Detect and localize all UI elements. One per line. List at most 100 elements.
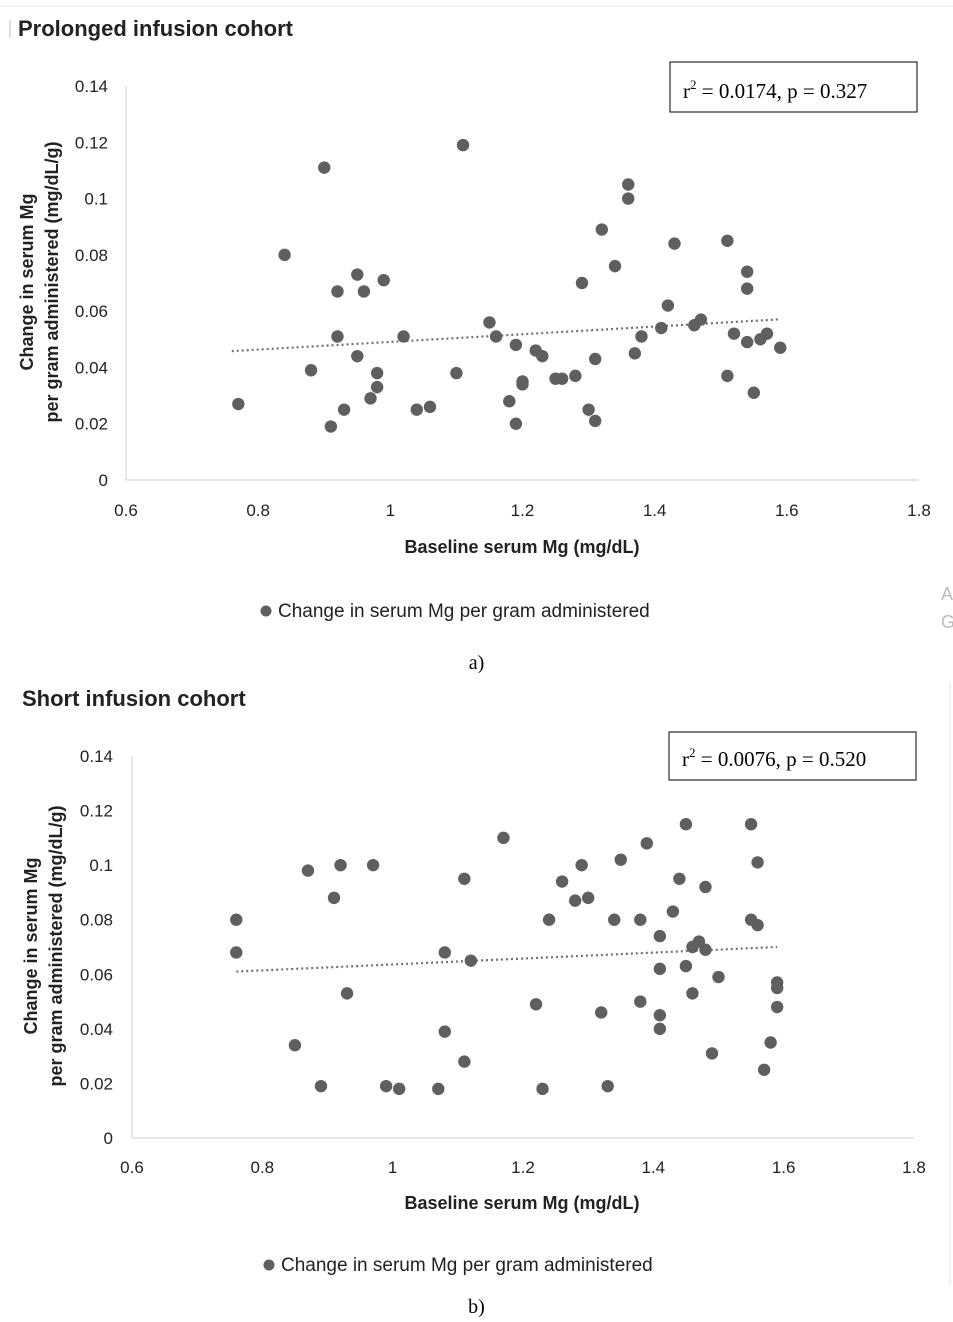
data-point [673, 872, 686, 885]
data-point [661, 299, 675, 312]
data-point [705, 1047, 719, 1060]
y-tick-label: 0.1 [84, 190, 108, 209]
p-value: 0.520 [819, 747, 866, 771]
x-tick-label: 1.4 [643, 501, 667, 520]
data-point [458, 872, 471, 885]
data-point [324, 420, 338, 433]
data-point [334, 858, 347, 872]
data-point [595, 223, 608, 236]
data-point [432, 1082, 445, 1096]
data-point [588, 352, 602, 366]
data-point [555, 875, 569, 888]
data-point [751, 918, 764, 932]
data-point [438, 1025, 451, 1038]
y-tick-labels: 0 0.02 0.04 0.06 0.08 0.1 0.12 0.14 [80, 747, 113, 1148]
data-point [318, 161, 331, 174]
x-tick-label: 1.8 [902, 1158, 926, 1177]
y-tick-label: 0.02 [75, 415, 108, 434]
data-point [575, 276, 589, 290]
data-point [608, 913, 621, 926]
data-point [489, 330, 503, 343]
y-tick-labels: 0 0.02 0.04 0.06 0.08 0.1 0.12 0.14 [75, 77, 108, 490]
data-point [770, 1000, 784, 1014]
data-point [740, 282, 754, 295]
data-point [740, 265, 754, 278]
y-axis-label-line1: Change in serum Mg [17, 193, 37, 370]
data-point [351, 349, 364, 363]
data-point [628, 347, 642, 360]
data-point [770, 981, 784, 995]
x-tick-label: 0.8 [246, 501, 270, 520]
x-tick-label: 1.4 [642, 1158, 666, 1177]
figure-b: Short infusion cohort r2 = 0.0076, p = 0… [0, 680, 953, 1290]
data-point [760, 327, 774, 340]
data-point [450, 366, 463, 380]
y-tick-label: 0.06 [80, 965, 113, 984]
data-point [464, 954, 478, 967]
data-point [588, 414, 602, 428]
chart-b: Short infusion cohort r2 = 0.0076, p = 0… [21, 682, 951, 1285]
data-point [327, 891, 341, 905]
data-point [536, 1082, 549, 1096]
y-tick-label: 0.08 [75, 246, 108, 265]
data-point [377, 273, 390, 287]
y-tick-label: 0.12 [75, 133, 108, 152]
data-point [622, 178, 635, 191]
x-tick-label: 1.6 [775, 501, 799, 520]
data-point [509, 338, 523, 352]
data-point [699, 880, 712, 894]
data-point [634, 995, 647, 1008]
y-tick-label: 0.14 [75, 77, 108, 96]
data-point [712, 970, 725, 984]
data-point [529, 998, 543, 1011]
y-tick-label: 0 [99, 471, 108, 490]
chart-title: Short infusion cohort [22, 686, 246, 711]
data-point [740, 335, 754, 349]
trendline [231, 318, 781, 353]
x-tick-labels: 0.6 0.8 1 1.2 1.4 1.6 1.8 [114, 501, 931, 520]
legend-label: Change in serum Mg per gram administered [281, 1255, 653, 1276]
data-point [640, 837, 654, 850]
data-point [397, 330, 410, 343]
data-points [232, 138, 787, 433]
data-point [331, 285, 344, 298]
data-point [679, 959, 693, 973]
data-point [653, 1009, 667, 1022]
data-point [536, 349, 549, 363]
caption-b: b) [468, 1296, 485, 1318]
data-point [392, 1082, 406, 1096]
y-tick-label: 0 [104, 1129, 113, 1148]
data-point [410, 403, 423, 416]
data-point [653, 929, 667, 943]
y-tick-label: 0.14 [80, 747, 113, 766]
legend-label: Change in serum Mg per gram administered [278, 601, 650, 622]
data-point [542, 913, 556, 926]
data-point [635, 330, 648, 343]
y-tick-label: 0.02 [80, 1074, 113, 1093]
data-point [653, 962, 667, 976]
data-point [581, 891, 595, 905]
y-tick-label: 0.04 [80, 1020, 113, 1039]
data-point [497, 831, 510, 845]
data-point [608, 259, 622, 273]
data-point [337, 403, 351, 416]
data-point [721, 369, 734, 383]
stats-box [668, 731, 917, 781]
stats-text: r2 = 0.0076, p = 0.520 [682, 745, 866, 771]
data-point [653, 1022, 667, 1036]
data-point [727, 327, 741, 340]
data-point [438, 946, 451, 959]
trendline [236, 945, 778, 973]
data-point [509, 417, 523, 430]
y-axis-label-line1: Change in serum Mg [21, 857, 41, 1034]
data-point [314, 1079, 328, 1093]
data-point [230, 913, 243, 926]
legend-marker [263, 1259, 275, 1271]
data-point [699, 943, 712, 956]
x-tick-label: 0.6 [120, 1158, 144, 1177]
data-point [230, 946, 243, 959]
data-point [458, 1055, 471, 1068]
x-tick-label: 1.2 [511, 1158, 535, 1177]
x-tick-label: 1.2 [511, 501, 535, 520]
data-point [278, 248, 291, 262]
